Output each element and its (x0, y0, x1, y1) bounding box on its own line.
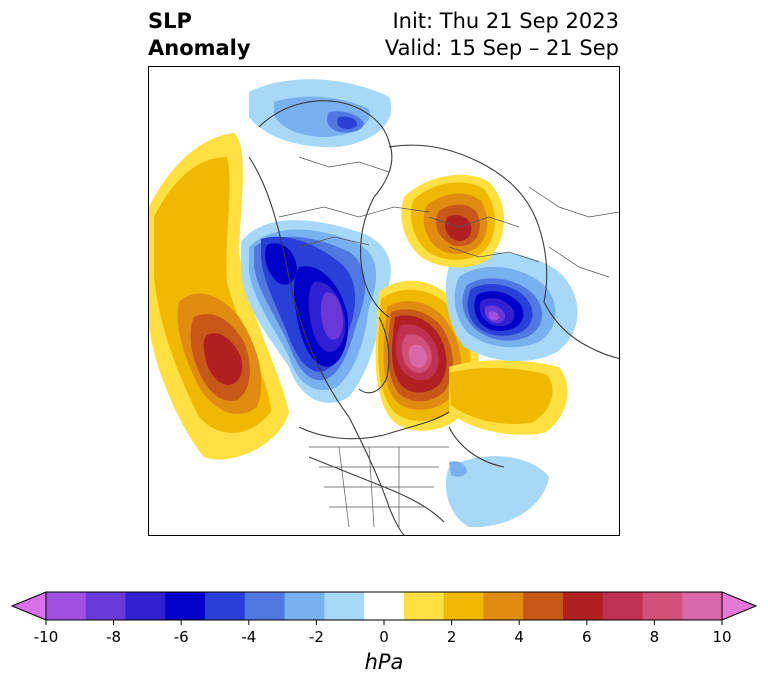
colorbar-segment (324, 592, 365, 620)
colorbar-segment (165, 592, 206, 620)
chart-title-right: Init: Thu 21 Sep 2023 Valid: 15 Sep – 21… (385, 8, 619, 62)
coastlines (248, 100, 619, 535)
anomaly-north-pacific-high (149, 133, 289, 460)
colorbar (10, 591, 758, 625)
colorbar-segment (46, 592, 87, 620)
colorbar-segment (205, 592, 246, 620)
colorbar-tick-label: 0 (379, 628, 389, 646)
colorbar-segment (284, 592, 325, 620)
colorbar-tick-label: -10 (33, 628, 59, 646)
init-date: Init: Thu 21 Sep 2023 (392, 9, 619, 33)
colorbar-tick-label: 6 (582, 628, 592, 646)
colorbar-tick-label: 10 (712, 628, 732, 646)
political-borders (278, 156, 619, 528)
colorbar-unit-label: hPa (364, 650, 404, 674)
colorbar-tick-label: 2 (446, 628, 457, 646)
colorbar-segment (562, 592, 604, 620)
title-anomaly: Anomaly (148, 36, 251, 60)
valid-range: Valid: 15 Sep – 21 Sep (384, 36, 619, 60)
colorbar-segment (125, 592, 166, 620)
colorbar-segment (642, 592, 683, 620)
colorbar-segment (523, 592, 564, 620)
anomaly-north-atlantic-ridge (449, 360, 568, 435)
colorbar-segment (602, 592, 643, 620)
anomaly-north-atlantic-low (445, 252, 578, 362)
colorbar-tick-label: -4 (241, 628, 257, 646)
colorbar-min-extension (10, 591, 47, 621)
chart-title-left: SLP Anomaly (148, 8, 251, 62)
anomaly-western-canada-low (241, 220, 391, 403)
colorbar-tick-label: -8 (106, 628, 122, 646)
map-svg (149, 79, 619, 535)
colorbar-segment (403, 592, 445, 620)
anomaly-map (148, 66, 620, 536)
colorbar-tick-label: 8 (649, 628, 660, 646)
colorbar-segment (483, 592, 524, 620)
title-slp: SLP (148, 9, 192, 33)
colorbar-segment (682, 592, 723, 620)
anomaly-eastern-asia-low (249, 79, 549, 528)
anomaly-central-asia-high (401, 174, 504, 268)
colorbar-segment (244, 592, 286, 620)
colorbar-segment (364, 592, 405, 620)
colorbar-ticks (45, 620, 723, 625)
colorbar-segments (46, 592, 723, 620)
colorbar-tick-label: 4 (514, 628, 524, 646)
colorbar-segment (443, 592, 484, 620)
colorbar-max-extension (721, 591, 758, 621)
colorbar-tick-label: -6 (173, 628, 189, 646)
colorbar-tick-label: -2 (308, 628, 324, 646)
colorbar-segment (85, 592, 127, 620)
